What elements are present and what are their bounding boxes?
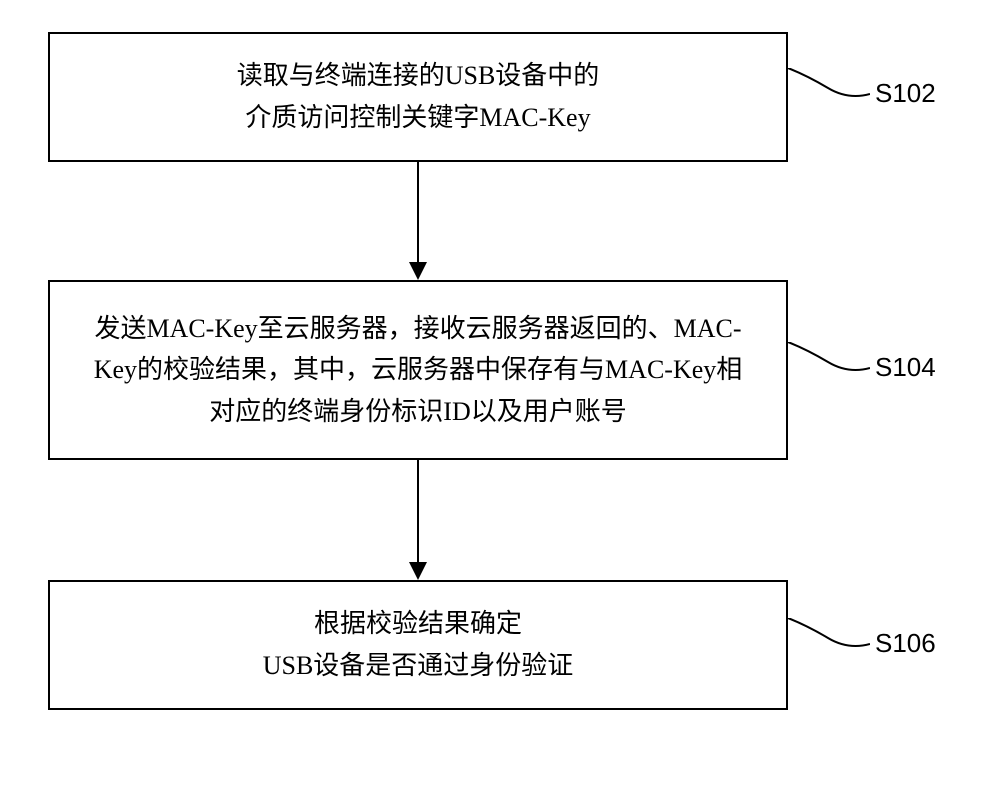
label-connector-s102	[788, 68, 870, 108]
node-text: 读取与终端连接的USB设备中的 介质访问控制关键字MAC-Key	[237, 55, 600, 138]
arrow-s102-to-s104	[409, 162, 427, 280]
step-label-s102: S102	[875, 78, 936, 109]
text-line: USB设备是否通过身份验证	[263, 645, 574, 687]
text-line: Key的校验结果，其中，云服务器中保存有与MAC-Key相	[94, 349, 743, 391]
text-line: 介质访问控制关键字MAC-Key	[237, 97, 600, 139]
node-text: 根据校验结果确定 USB设备是否通过身份验证	[263, 603, 574, 686]
flowchart-node-s102: 读取与终端连接的USB设备中的 介质访问控制关键字MAC-Key	[48, 32, 788, 162]
flowchart-container: 读取与终端连接的USB设备中的 介质访问控制关键字MAC-Key S102 发送…	[0, 0, 1000, 792]
label-connector-s106	[788, 618, 870, 658]
step-label-s104: S104	[875, 352, 936, 383]
flowchart-node-s106: 根据校验结果确定 USB设备是否通过身份验证	[48, 580, 788, 710]
text-line: 发送MAC-Key至云服务器，接收云服务器返回的、MAC-	[94, 308, 743, 350]
text-line: 读取与终端连接的USB设备中的	[237, 55, 600, 97]
node-text: 发送MAC-Key至云服务器，接收云服务器返回的、MAC- Key的校验结果，其…	[94, 308, 743, 433]
step-label-s106: S106	[875, 628, 936, 659]
arrow-s104-to-s106	[409, 460, 427, 580]
text-line: 根据校验结果确定	[263, 603, 574, 645]
label-connector-s104	[788, 342, 870, 382]
flowchart-node-s104: 发送MAC-Key至云服务器，接收云服务器返回的、MAC- Key的校验结果，其…	[48, 280, 788, 460]
text-line: 对应的终端身份标识ID以及用户账号	[94, 391, 743, 433]
